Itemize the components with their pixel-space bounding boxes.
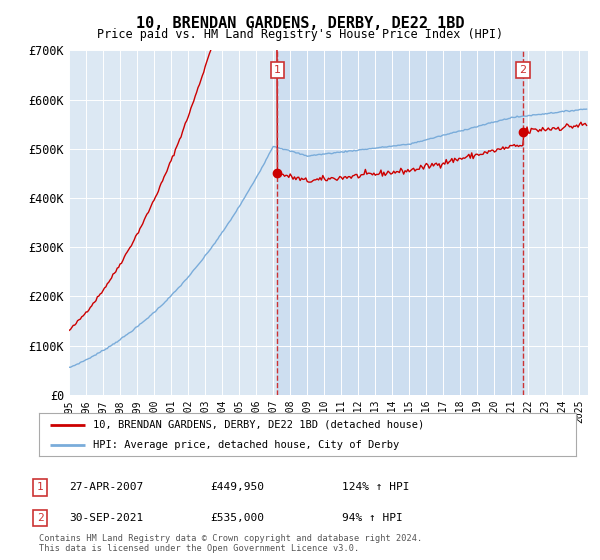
- Text: 1: 1: [37, 482, 44, 492]
- Bar: [277, 50, 523, 395]
- Text: 94% ↑ HPI: 94% ↑ HPI: [342, 513, 403, 523]
- Text: Price paid vs. HM Land Registry's House Price Index (HPI): Price paid vs. HM Land Registry's House …: [97, 28, 503, 41]
- Text: 10, BRENDAN GARDENS, DERBY, DE22 1BD (detached house): 10, BRENDAN GARDENS, DERBY, DE22 1BD (de…: [93, 420, 424, 430]
- Text: 30-SEP-2021: 30-SEP-2021: [69, 513, 143, 523]
- Text: Contains HM Land Registry data © Crown copyright and database right 2024.
This d: Contains HM Land Registry data © Crown c…: [39, 534, 422, 553]
- Text: 1: 1: [274, 65, 281, 75]
- Text: 10, BRENDAN GARDENS, DERBY, DE22 1BD: 10, BRENDAN GARDENS, DERBY, DE22 1BD: [136, 16, 464, 31]
- Text: 27-APR-2007: 27-APR-2007: [69, 482, 143, 492]
- Text: HPI: Average price, detached house, City of Derby: HPI: Average price, detached house, City…: [93, 441, 399, 450]
- Text: £535,000: £535,000: [210, 513, 264, 523]
- Text: 2: 2: [519, 65, 526, 75]
- Text: £449,950: £449,950: [210, 482, 264, 492]
- Text: 2: 2: [37, 513, 44, 523]
- Text: 124% ↑ HPI: 124% ↑ HPI: [342, 482, 409, 492]
